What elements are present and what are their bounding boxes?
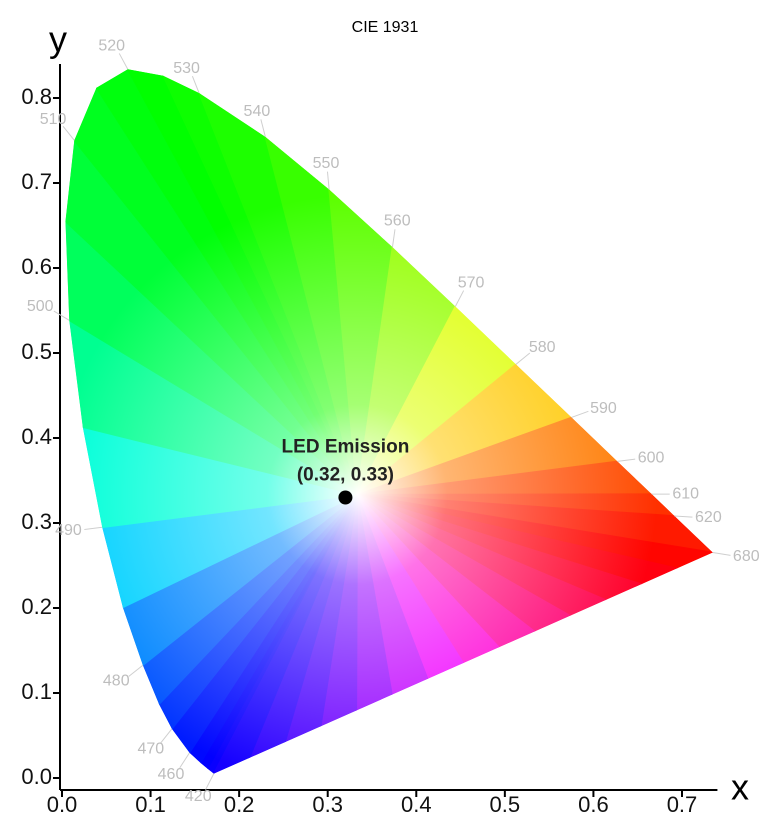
wavelength-tick (571, 411, 588, 417)
wavelength-label: 420 (185, 788, 212, 805)
wavelength-label: 590 (590, 400, 617, 417)
chart-title: CIE 1931 (352, 19, 419, 36)
wavelength-label: 520 (98, 38, 125, 55)
x-tick-label: 0.1 (135, 792, 166, 817)
white-glow (57, 195, 657, 795)
wavelength-label: 470 (137, 740, 164, 757)
wavelength-label: 480 (103, 673, 130, 690)
y-axis-label: y (49, 19, 67, 60)
wavelength-label: 550 (313, 155, 340, 172)
y-tick-label: 0.3 (21, 509, 52, 534)
wavelength-label: 510 (40, 111, 67, 128)
point-label: (0.32, 0.33) (297, 465, 394, 486)
wavelength-label: 680 (733, 548, 760, 565)
y-tick-label: 0.2 (21, 594, 52, 619)
wavelength-tick (516, 353, 530, 364)
y-tick-label: 0.1 (21, 679, 52, 704)
gamut-fill (57, 69, 712, 794)
y-tick-label: 0.0 (21, 764, 52, 789)
x-tick-label: 0.0 (47, 792, 78, 817)
wavelength-tick (261, 119, 265, 136)
wavelength-label: 500 (27, 298, 54, 315)
x-tick-label: 0.3 (312, 792, 343, 817)
y-tick-label: 0.5 (21, 339, 52, 364)
data-point (338, 491, 352, 505)
x-axis-label: x (731, 767, 749, 808)
wavelength-tick (119, 53, 128, 69)
wavelength-tick (129, 665, 143, 676)
x-tick-label: 0.7 (667, 792, 698, 817)
point-name: LED Emission (282, 437, 410, 458)
x-tick-label: 0.5 (490, 792, 521, 817)
x-tick-label: 0.2 (224, 792, 255, 817)
wavelength-label: 530 (173, 60, 200, 77)
wavelength-tick (63, 126, 74, 140)
wavelength-tick (455, 291, 463, 307)
wavelength-tick (674, 516, 692, 517)
wavelength-tick (392, 229, 395, 247)
wavelength-label: 620 (695, 509, 722, 526)
y-tick-label: 0.6 (21, 254, 52, 279)
x-tick-label: 0.4 (401, 792, 432, 817)
wavelength-label: 610 (672, 485, 699, 502)
y-tick-label: 0.8 (21, 84, 52, 109)
wavelength-tick (84, 527, 102, 529)
wavelength-label: 490 (55, 522, 82, 539)
wavelength-tick (617, 459, 635, 461)
x-tick-label: 0.6 (578, 792, 609, 817)
wavelength-label: 580 (529, 339, 556, 356)
wavelength-label: 540 (244, 103, 271, 120)
y-tick-label: 0.7 (21, 169, 52, 194)
wavelength-tick (713, 552, 731, 555)
wavelength-label: 560 (384, 213, 411, 230)
y-tick-label: 0.4 (21, 424, 52, 449)
wavelength-tick (327, 172, 329, 190)
wavelength-tick (54, 311, 69, 320)
wavelength-label: 570 (458, 275, 485, 292)
wavelength-label: 460 (158, 766, 185, 783)
wavelength-label: 600 (638, 449, 665, 466)
